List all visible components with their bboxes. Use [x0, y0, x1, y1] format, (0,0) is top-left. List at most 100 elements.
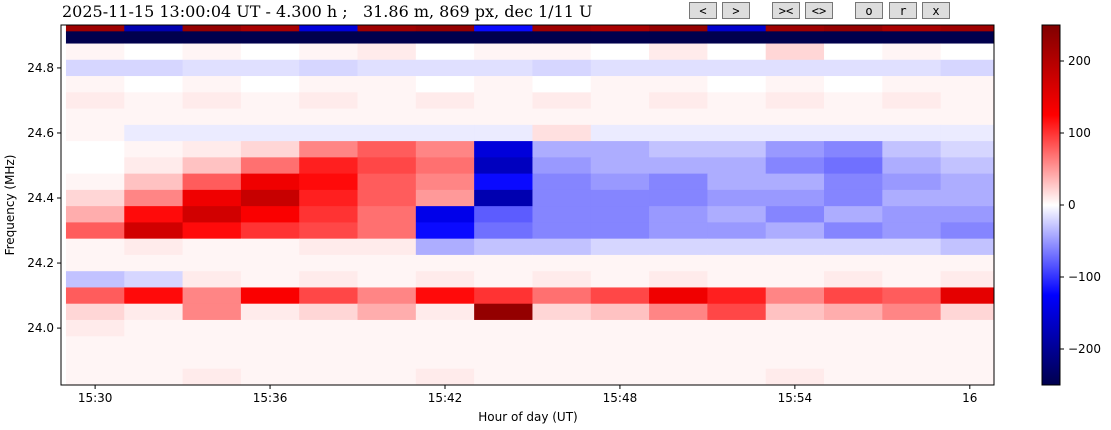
heatmap-cell — [124, 173, 184, 191]
o-button[interactable]: o — [855, 2, 883, 19]
heatmap-cell — [124, 336, 184, 353]
heatmap-cell — [415, 287, 475, 305]
heatmap-cell — [940, 206, 995, 223]
r-button[interactable]: r — [889, 2, 917, 19]
heatmap-cell — [65, 31, 125, 45]
heatmap-cell — [824, 271, 883, 288]
heatmap-cell — [707, 319, 767, 337]
heatmap-cell — [707, 222, 767, 240]
heatmap-cell — [299, 76, 359, 93]
y-tick-label: 24.0 — [27, 321, 54, 335]
heatmap-cell — [765, 43, 825, 61]
heatmap-cell — [474, 141, 533, 158]
heatmap-cell — [649, 189, 708, 207]
heatmap-cell — [824, 141, 883, 158]
heatmap-cell — [649, 141, 708, 158]
heatmap-cell — [299, 206, 359, 223]
heatmap-cell — [765, 108, 825, 126]
heatmap-cell — [532, 368, 592, 386]
zoom-out-button[interactable]: <> — [805, 2, 833, 19]
heatmap-cell — [299, 25, 359, 32]
heatmap-cell — [299, 59, 359, 77]
heatmap-cell — [590, 222, 650, 240]
heatmap-cell — [182, 59, 242, 77]
heatmap-cell — [824, 92, 883, 110]
heatmap-cell — [590, 31, 650, 45]
heatmap-cell — [590, 59, 650, 77]
heatmap-cell — [415, 92, 475, 110]
heatmap-cell — [124, 271, 184, 288]
heatmap-cell — [415, 271, 475, 288]
heatmap-cell — [65, 25, 125, 32]
heatmap-cell — [765, 238, 825, 256]
heatmap-cell — [707, 287, 767, 305]
heatmap-cell — [474, 271, 533, 288]
heatmap-cell — [882, 352, 942, 370]
prev-button[interactable]: < — [689, 2, 717, 19]
heatmap-cell — [65, 336, 125, 353]
heatmap-cell — [765, 254, 825, 272]
heatmap-cell — [182, 124, 242, 142]
heatmap-cell — [124, 25, 184, 32]
heatmap-cell — [532, 43, 592, 61]
heatmap-cell — [532, 25, 592, 32]
heatmap-cell — [182, 254, 242, 272]
colorbar-tick-label: 200 — [1068, 54, 1091, 68]
heatmap-cell — [357, 206, 417, 223]
heatmap-cell — [299, 108, 359, 126]
heatmap-cell — [649, 368, 708, 386]
heatmap-cell — [182, 141, 242, 158]
heatmap-cell — [824, 59, 883, 77]
heatmap-cell — [357, 189, 417, 207]
heatmap-cell — [532, 76, 592, 93]
x-button[interactable]: x — [922, 2, 950, 19]
heatmap-cell — [765, 222, 825, 240]
heatmap-cell — [590, 352, 650, 370]
heatmap-cell — [415, 141, 475, 158]
heatmap-cell — [415, 336, 475, 353]
heatmap-cell — [940, 25, 995, 32]
heatmap-cell — [357, 238, 417, 256]
zoom-in-button[interactable]: >< — [772, 2, 800, 19]
heatmap-cell — [940, 108, 995, 126]
heatmap-cell — [474, 368, 533, 386]
heatmap-cell — [940, 287, 995, 305]
colorbar-tick-label: 100 — [1068, 126, 1091, 140]
colorbar-tick-label: −200 — [1068, 342, 1101, 356]
heatmap-cell — [940, 352, 995, 370]
heatmap-cell — [65, 368, 125, 386]
heatmap-cell — [124, 43, 184, 61]
heatmap-cell — [824, 287, 883, 305]
heatmap-cell — [707, 25, 767, 32]
colorbar-tick-label: −100 — [1068, 270, 1101, 284]
heatmap-cell — [240, 238, 300, 256]
heatmap-cell — [357, 303, 417, 321]
next-button[interactable]: > — [722, 2, 750, 19]
heatmap-cell — [65, 108, 125, 126]
heatmap-cell — [765, 141, 825, 158]
heatmap-cell — [765, 368, 825, 386]
heatmap-cell — [357, 108, 417, 126]
heatmap-cell — [240, 303, 300, 321]
heatmap-cell — [124, 238, 184, 256]
heatmap-cell — [474, 206, 533, 223]
heatmap-cell — [765, 124, 825, 142]
heatmap-cell — [940, 368, 995, 386]
heatmap-cell — [707, 141, 767, 158]
heatmap-cell — [940, 238, 995, 256]
heatmap-cell — [940, 157, 995, 175]
heatmap-cell — [240, 157, 300, 175]
heatmap-cell — [765, 352, 825, 370]
heatmap-cell — [649, 108, 708, 126]
heatmap-cell — [65, 238, 125, 256]
heatmap-cell — [532, 59, 592, 77]
heatmap-cell — [299, 271, 359, 288]
colorbar-tick-label: 0 — [1068, 198, 1076, 212]
heatmap-cell — [415, 189, 475, 207]
heatmap-cell — [65, 59, 125, 77]
heatmap-cell — [182, 173, 242, 191]
heatmap-cell — [299, 189, 359, 207]
heatmap-cell — [357, 92, 417, 110]
heatmap-cell — [182, 336, 242, 353]
heatmap-cell — [182, 76, 242, 93]
